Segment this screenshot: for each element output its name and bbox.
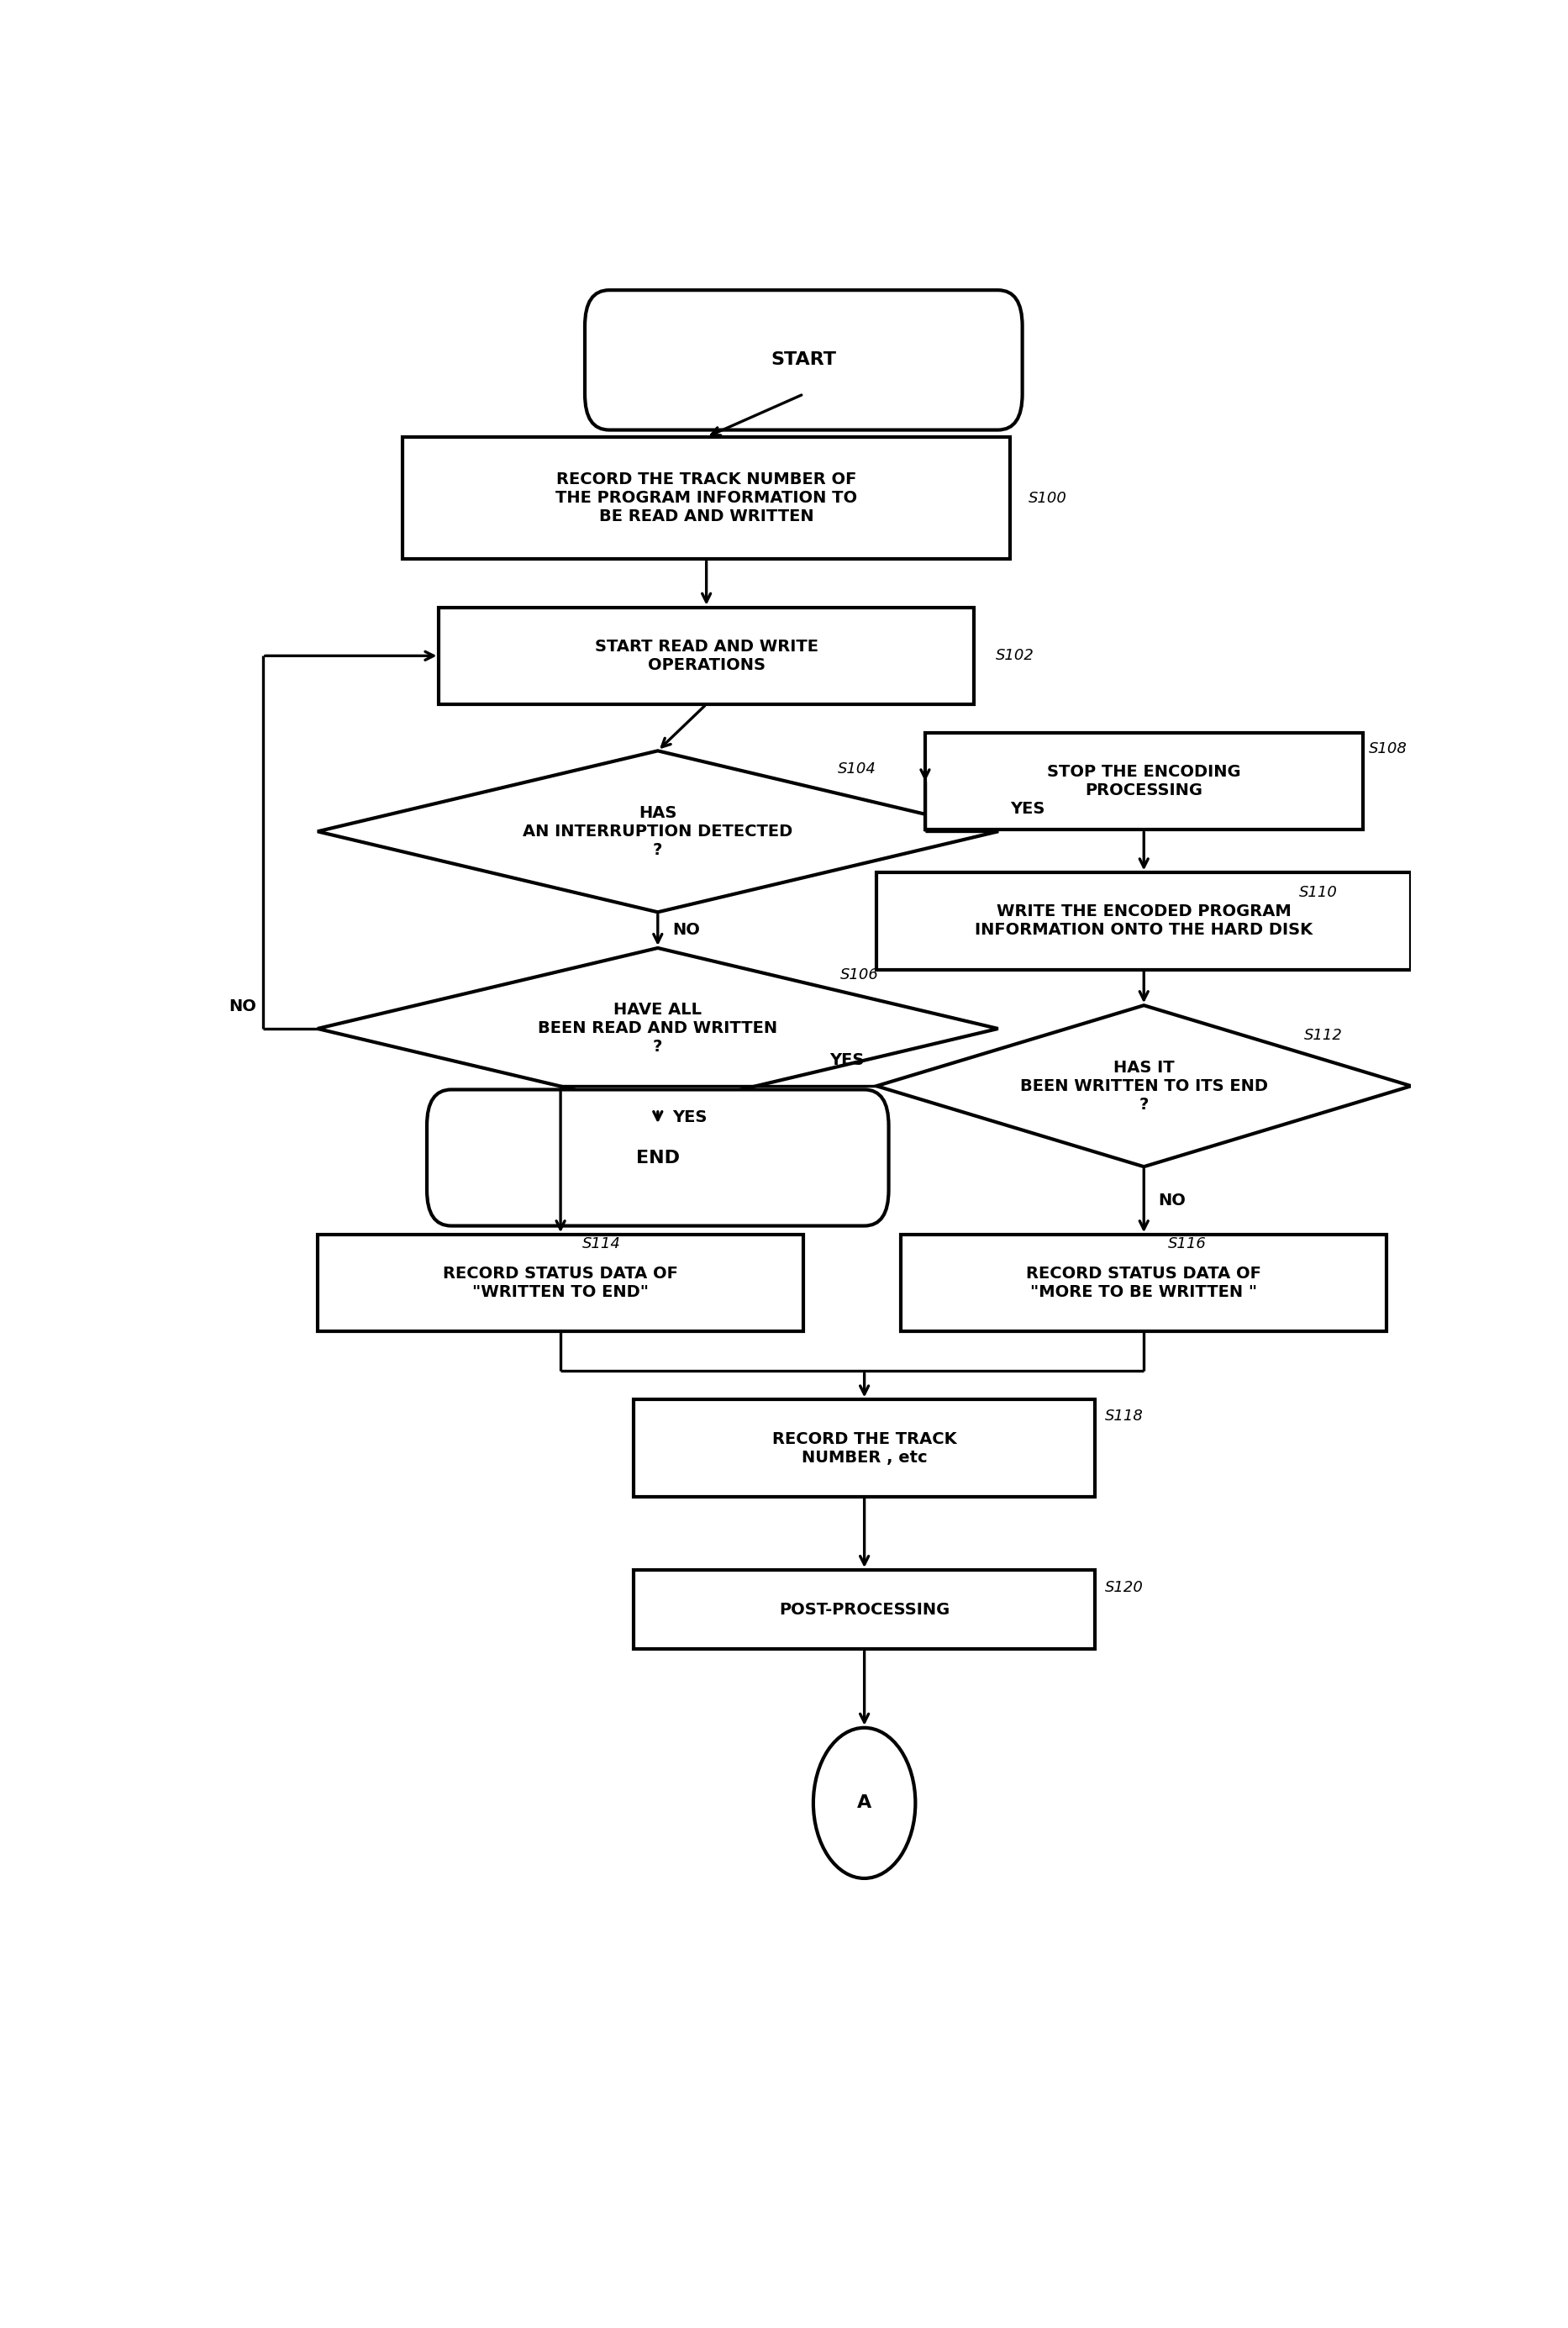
Text: S106: S106: [840, 968, 878, 982]
Text: S118: S118: [1105, 1408, 1143, 1422]
FancyBboxPatch shape: [426, 1090, 889, 1227]
Text: YES: YES: [673, 1110, 707, 1124]
Bar: [925, 733, 1363, 829]
Text: START: START: [771, 352, 836, 368]
Text: WRITE THE ENCODED PROGRAM
INFORMATION ONTO THE HARD DISK: WRITE THE ENCODED PROGRAM INFORMATION ON…: [975, 903, 1312, 938]
Text: YES: YES: [1010, 801, 1044, 817]
Polygon shape: [317, 752, 999, 913]
Text: HAVE ALL
BEEN READ AND WRITTEN
?: HAVE ALL BEEN READ AND WRITTEN ?: [538, 1001, 778, 1055]
Text: RECORD STATUS DATA OF
"MORE TO BE WRITTEN ": RECORD STATUS DATA OF "MORE TO BE WRITTE…: [1027, 1266, 1261, 1301]
Text: NO: NO: [673, 922, 699, 938]
Text: NO: NO: [229, 999, 257, 1015]
Text: S110: S110: [1300, 885, 1338, 901]
Bar: [902, 1234, 1388, 1332]
Text: HAS IT
BEEN WRITTEN TO ITS END
?: HAS IT BEEN WRITTEN TO ITS END ?: [1019, 1059, 1269, 1113]
Polygon shape: [317, 947, 999, 1110]
Text: S114: S114: [582, 1236, 621, 1252]
Text: YES: YES: [829, 1052, 864, 1069]
Text: A: A: [858, 1795, 872, 1811]
Text: STOP THE ENCODING
PROCESSING: STOP THE ENCODING PROCESSING: [1047, 764, 1240, 799]
Bar: [317, 1234, 804, 1332]
Bar: [633, 1569, 1094, 1648]
Text: S108: S108: [1369, 740, 1406, 757]
Text: START READ AND WRITE
OPERATIONS: START READ AND WRITE OPERATIONS: [594, 638, 818, 673]
Text: S112: S112: [1305, 1029, 1342, 1043]
Text: S102: S102: [996, 647, 1035, 663]
Text: S120: S120: [1105, 1581, 1143, 1595]
FancyBboxPatch shape: [585, 291, 1022, 431]
Bar: [877, 873, 1411, 968]
Bar: [403, 438, 1010, 559]
Polygon shape: [877, 1006, 1411, 1166]
Text: RECORD STATUS DATA OF
"WRITTEN TO END": RECORD STATUS DATA OF "WRITTEN TO END": [444, 1266, 677, 1301]
Text: RECORD THE TRACK NUMBER OF
THE PROGRAM INFORMATION TO
BE READ AND WRITTEN: RECORD THE TRACK NUMBER OF THE PROGRAM I…: [555, 473, 858, 524]
Bar: [633, 1399, 1094, 1497]
Text: S104: S104: [837, 761, 877, 775]
Text: S100: S100: [1029, 491, 1066, 505]
Text: POST-PROCESSING: POST-PROCESSING: [779, 1602, 950, 1618]
Text: NO: NO: [1159, 1192, 1185, 1208]
Text: RECORD THE TRACK
NUMBER , etc: RECORD THE TRACK NUMBER , etc: [771, 1432, 956, 1464]
Text: END: END: [637, 1150, 679, 1166]
Bar: [439, 608, 974, 703]
Circle shape: [814, 1727, 916, 1879]
Text: HAS
AN INTERRUPTION DETECTED
?: HAS AN INTERRUPTION DETECTED ?: [522, 805, 793, 859]
Text: S116: S116: [1168, 1236, 1207, 1252]
